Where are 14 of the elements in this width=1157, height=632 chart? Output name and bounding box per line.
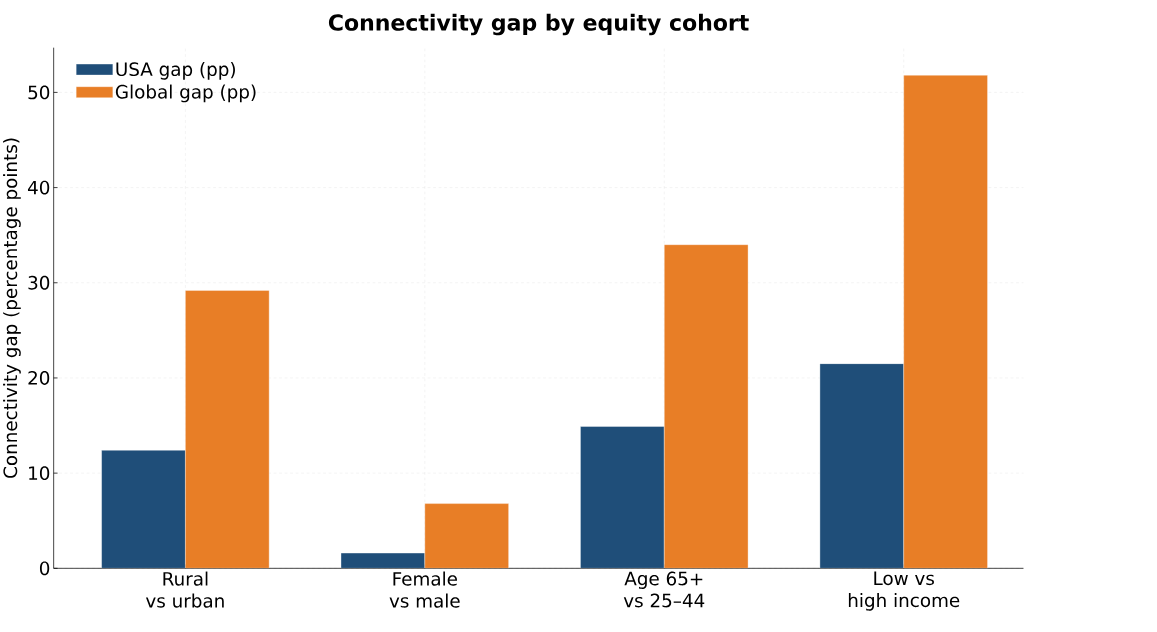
y-tick-label: 50 [28,85,50,100]
y-tick-label: 20 [28,371,50,386]
legend-label: Global gap (pp) [115,84,256,103]
x-tick-label: Age 65+ vs 25–44 [623,571,705,608]
x-tick-label: Female vs male [389,571,460,608]
y-tick-label: 30 [28,276,50,290]
chart-title: Connectivity gap by equity cohort [328,14,749,36]
y-tick-label: 10 [29,466,50,481]
x-tick-label: Low vs high income [848,571,960,611]
legend-label: USA gap (pp) [116,62,235,80]
y-axis-title: Connectivity gap (percentage points) [3,138,21,479]
y-tick-label: 40 [27,180,50,195]
x-tick-label: Rural vs urban [145,571,224,608]
y-tick-label: 0 [39,561,50,576]
